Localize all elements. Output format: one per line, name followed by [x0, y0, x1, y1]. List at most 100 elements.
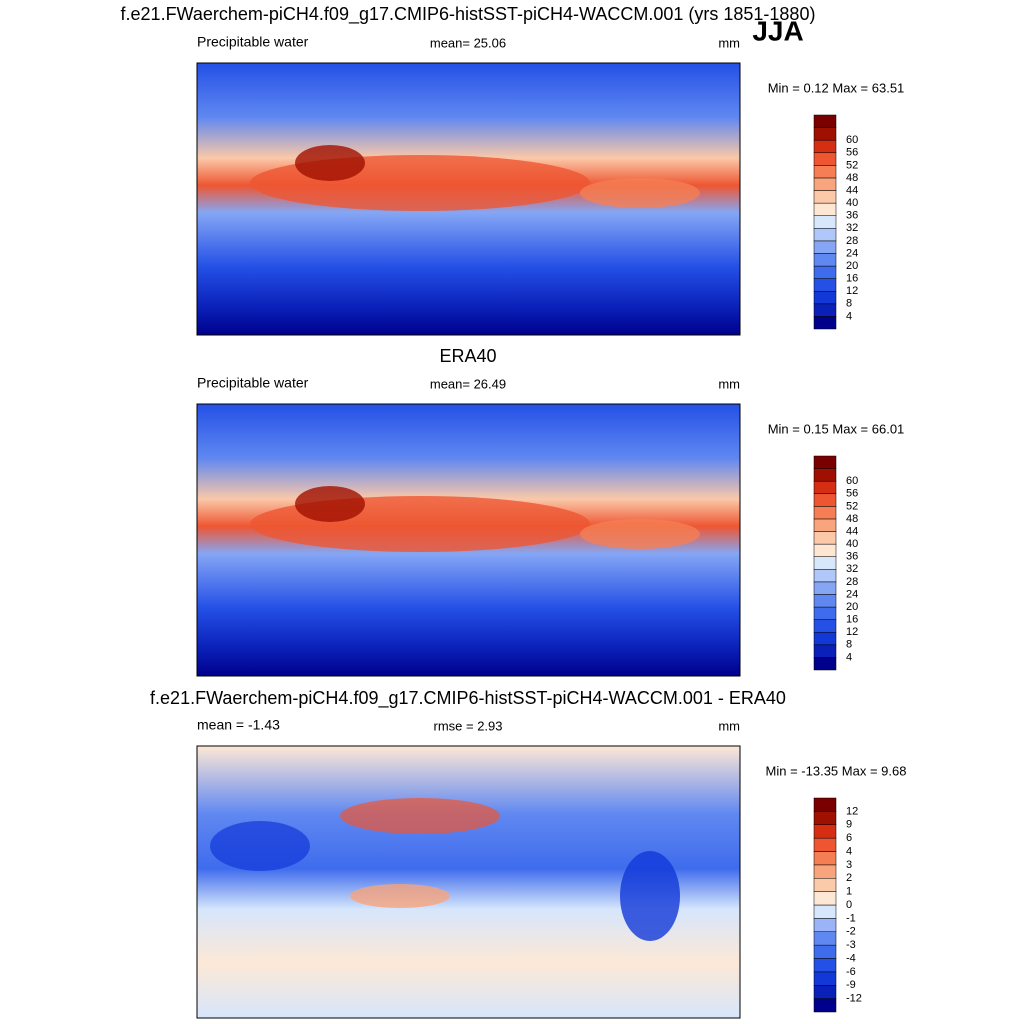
colorbar-label: -12 — [846, 993, 862, 1005]
colorbar-label: 36 — [846, 551, 858, 563]
panel-left-label: Precipitable water — [197, 375, 309, 391]
map-blob — [350, 884, 450, 908]
colorbar-box — [813, 851, 837, 866]
colorbar-label: 16 — [846, 273, 858, 285]
colorbar-label: 44 — [846, 525, 858, 537]
colorbar-box — [813, 215, 837, 229]
colorbar-label: -1 — [846, 912, 856, 924]
season-label: JJA — [752, 15, 803, 46]
colorbar-label: 60 — [846, 475, 858, 487]
colorbar-box — [813, 190, 837, 204]
colorbar-label: 1 — [846, 886, 852, 898]
colorbar-box — [813, 944, 837, 959]
colorbar-box — [813, 904, 837, 919]
colorbar-label: -6 — [846, 966, 856, 978]
colorbar-box — [813, 864, 837, 879]
colorbar-label: 48 — [846, 513, 858, 525]
min-max: Min = -13.35 Max = 9.68 — [766, 763, 907, 778]
colorbar-label: 48 — [846, 172, 858, 184]
colorbar-label: 12 — [846, 285, 858, 297]
colorbar-label: 4 — [846, 651, 852, 663]
colorbar-box — [813, 644, 837, 658]
colorbar-label: 28 — [846, 576, 858, 588]
colorbar-label: 8 — [846, 639, 852, 651]
colorbar-label: 28 — [846, 235, 858, 247]
panel-center-label: rmse = 2.93 — [433, 718, 502, 733]
colorbar-box — [813, 114, 837, 128]
colorbar-box — [813, 228, 837, 242]
panel-left-label: mean = -1.43 — [197, 717, 280, 733]
map-blob — [295, 145, 365, 181]
colorbar-box — [813, 177, 837, 191]
colorbar-label: 44 — [846, 184, 858, 196]
colorbar-label: 4 — [846, 845, 852, 857]
colorbar-label: 9 — [846, 819, 852, 831]
panel-units: mm — [718, 718, 740, 733]
colorbar-label: 12 — [846, 626, 858, 638]
colorbar-label: 32 — [846, 563, 858, 575]
colorbar-box — [813, 797, 837, 812]
colorbar-box — [813, 265, 837, 279]
colorbar-box — [813, 531, 837, 545]
colorbar-label: 52 — [846, 159, 858, 171]
map-blob — [620, 851, 680, 941]
colorbar-label: -3 — [846, 939, 856, 951]
colorbar-label: 60 — [846, 134, 858, 146]
colorbar-box — [813, 569, 837, 583]
colorbar-box — [813, 455, 837, 469]
colorbar-box — [813, 811, 837, 825]
min-max: Min = 0.15 Max = 66.01 — [768, 421, 905, 436]
colorbar-box — [813, 139, 837, 154]
colorbar-label: 56 — [846, 488, 858, 500]
colorbar-box — [813, 631, 837, 646]
colorbar-box — [813, 202, 837, 216]
colorbar-box — [813, 606, 837, 620]
colorbar-box — [813, 543, 837, 557]
colorbar-label: 0 — [846, 899, 852, 911]
colorbar-label: 16 — [846, 614, 858, 626]
figure-title: f.e21.FWaerchem-piCH4.f09_g17.CMIP6-hist… — [121, 4, 816, 25]
colorbar-label: 8 — [846, 298, 852, 310]
colorbar-box — [813, 480, 837, 495]
panel-title: ERA40 — [439, 346, 496, 366]
colorbar-label: 24 — [846, 247, 858, 259]
colorbar-label: 52 — [846, 500, 858, 512]
colorbar-box — [813, 824, 837, 839]
map-blob — [295, 486, 365, 522]
colorbar-box — [813, 998, 837, 1013]
map-blob — [210, 821, 310, 871]
colorbar-box — [813, 594, 837, 608]
map-blob — [580, 178, 700, 208]
colorbar-label: 56 — [846, 147, 858, 159]
colorbar-label: 24 — [846, 588, 858, 600]
colorbar-label: 3 — [846, 859, 852, 871]
colorbar-box — [813, 165, 837, 179]
colorbar-box — [813, 971, 837, 986]
colorbar-box — [813, 316, 837, 330]
colorbar-box — [813, 581, 837, 595]
panel-units: mm — [718, 35, 740, 50]
colorbar-box — [813, 619, 837, 633]
colorbar-box — [813, 253, 837, 267]
colorbar-box — [813, 506, 837, 520]
colorbar-box — [813, 127, 837, 141]
colorbar-box — [813, 290, 837, 305]
colorbar-box — [813, 985, 837, 999]
colorbar-label: 20 — [846, 260, 858, 272]
colorbar-box — [813, 891, 837, 906]
colorbar-label: 4 — [846, 310, 852, 322]
colorbar-label: 40 — [846, 197, 858, 209]
min-max: Min = 0.12 Max = 63.51 — [768, 80, 905, 95]
colorbar-label: -2 — [846, 926, 856, 938]
colorbar-label: -4 — [846, 952, 856, 964]
colorbar-label: 6 — [846, 832, 852, 844]
colorbar-box — [813, 493, 837, 507]
panel-center-label: mean= 26.49 — [430, 376, 506, 391]
colorbar-label: 2 — [846, 872, 852, 884]
colorbar-box — [813, 278, 837, 292]
colorbar-label: 40 — [846, 538, 858, 550]
colorbar-box — [813, 518, 837, 532]
colorbar-label: 36 — [846, 210, 858, 222]
panel-units: mm — [718, 376, 740, 391]
